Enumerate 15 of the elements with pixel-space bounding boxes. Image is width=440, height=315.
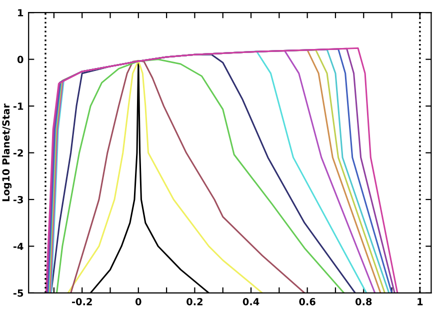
x-tick-label: 0.6 (299, 298, 316, 306)
y-axis-title: Log10 Planet/Star (2, 104, 12, 202)
x-tick-label: -0.2 (72, 298, 92, 306)
y-tick-label: -5 (13, 290, 24, 297)
x-tick-label: 0.8 (355, 298, 372, 306)
y-tick-label: -4 (13, 242, 24, 250)
y-tick-label: 1 (18, 9, 24, 16)
x-tick-label: 0.2 (186, 298, 202, 306)
x-tick-label: 1 (418, 298, 423, 306)
y-tick-label: -2 (13, 149, 23, 156)
x-tick-label: 0.4 (242, 298, 260, 306)
y-tick-label: 0 (17, 56, 24, 64)
y-tick-label: -1 (13, 102, 24, 110)
x-tick-label: 0 (135, 298, 142, 306)
y-tick-label: -3 (13, 196, 23, 204)
